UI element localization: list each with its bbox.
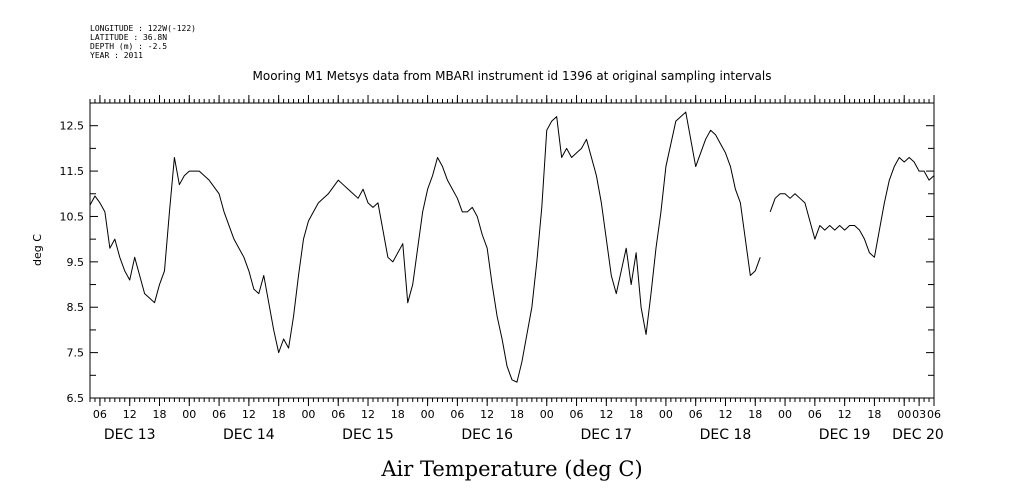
x-hour-tick-label: 06 [331,408,345,421]
x-hour-tick-label: 18 [629,408,643,421]
x-day-label: DEC 14 [223,427,275,443]
y-tick-label: 10.5 [60,210,85,223]
x-day-label: DEC 15 [342,427,394,443]
x-day-label: DEC 16 [461,427,513,443]
longitude-text: LONGITUDE : 122W(-122) [90,24,196,33]
latitude-text: LATITUDE : 36.8N [90,33,167,42]
x-hour-tick-label: 12 [480,408,494,421]
air-temperature-line [769,156,935,258]
y-tick-label: 7.5 [67,347,85,360]
y-tick-label: 8.5 [67,301,85,314]
series-layer [89,111,935,383]
x-hour-tick-label: 06 [808,408,822,421]
x-hour-tick-label: 06 [450,408,464,421]
x-hour-tick-label: 12 [599,408,613,421]
air-temperature-line [89,111,761,383]
x-hour-tick-label: 06 [689,408,703,421]
y-tick-label: 11.5 [60,165,85,178]
x-hour-tick-label: 00 [301,408,315,421]
x-hour-tick-label: 12 [242,408,256,421]
x-hour-tick-label: 18 [391,408,405,421]
x-hour-tick-label: 06 [212,408,226,421]
x-hour-tick-label: 18 [272,408,286,421]
year-text: YEAR : 2011 [90,51,143,60]
x-hour-tick-label: 03 [912,408,926,421]
x-axis-title: Air Temperature (deg C) [380,457,642,481]
x-hour-tick-label: 18 [867,408,881,421]
y-tick-label: 6.5 [67,392,85,405]
x-hour-tick-label: 12 [123,408,137,421]
x-hour-tick-label: 18 [153,408,167,421]
axes: 06 12 18 00 06 12 18 00 06 12 18 00 06 12 18 00 06 12 18 00… [60,95,944,443]
x-hour-tick-label: 06 [93,408,107,421]
x-hour-tick-label: 18 [748,408,762,421]
x-hour-tick-label: 00 [421,408,435,421]
x-hour-tick-label: 00 [540,408,554,421]
x-day-label: DEC 19 [819,427,871,443]
x-hour-tick-label: 00 [182,408,196,421]
chart-title: Mooring M1 Metsys data from MBARI instru… [253,69,772,83]
x-hour-tick-label: 12 [838,408,852,421]
x-day-label: DEC 17 [580,427,632,443]
y-tick-label: 12.5 [60,120,85,133]
x-hour-tick-label: 00 [778,408,792,421]
x-day-label: DEC 20 [892,427,944,443]
x-day-label: DEC 13 [104,427,156,443]
x-hour-tick-label: 12 [718,408,732,421]
depth-text: DEPTH (m) : -2.5 [90,42,167,51]
x-day-label: DEC 18 [700,427,752,443]
y-tick-label: 9.5 [67,256,85,269]
y-axis-label: deg C [31,234,44,266]
x-hour-tick-label: 18 [510,408,524,421]
plot-frame [89,102,935,399]
metadata-header: LONGITUDE : 122W(-122) LATITUDE : 36.8N … [90,24,196,60]
x-hour-tick-label: 00 [659,408,673,421]
x-hour-tick-label: 06 [570,408,584,421]
x-hour-tick-label: 00 [897,408,911,421]
x-hour-tick-label: 06 [927,408,941,421]
x-hour-tick-label: 12 [361,408,375,421]
